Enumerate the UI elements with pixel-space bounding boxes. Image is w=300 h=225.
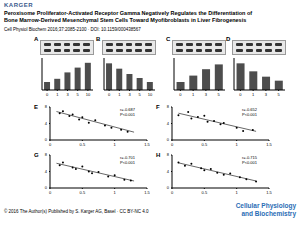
html-text:C: C: [166, 36, 171, 42]
html-text:E: E: [34, 104, 38, 110]
html-text:D: D: [226, 36, 231, 42]
html-text:P<0.001: P<0.001: [242, 112, 257, 117]
svg-text:0.5: 0.5: [80, 142, 86, 147]
svg-text:5: 5: [218, 92, 221, 97]
html-text:B: B: [96, 36, 101, 42]
html-text:A: A: [34, 36, 39, 42]
svg-text:4: 4: [167, 169, 170, 174]
svg-text:8: 8: [167, 104, 170, 109]
svg-text:1.5: 1.5: [266, 190, 272, 195]
svg-text:0.5: 0.5: [80, 190, 86, 195]
svg-text:3: 3: [205, 92, 208, 97]
html-text:r=-0.715: r=-0.715: [242, 155, 257, 160]
svg-text:0: 0: [45, 137, 48, 142]
svg-text:1.5: 1.5: [144, 190, 150, 195]
svg-text:1.5: 1.5: [144, 142, 150, 147]
svg-text:8: 8: [167, 152, 170, 157]
svg-text:0: 0: [45, 185, 48, 190]
svg-text:0: 0: [46, 92, 49, 97]
html-text:r=-0.652: r=-0.652: [242, 107, 257, 112]
svg-text:5: 5: [77, 92, 80, 97]
svg-text:10: 10: [86, 92, 91, 97]
html-text:Peroxisome Proliferator-Activa: Peroxisome Proliferator-Activated Recept…: [4, 10, 253, 23]
svg-text:0: 0: [108, 92, 111, 97]
html-text:Cellular Physiology: Cellular Physiology: [235, 202, 296, 209]
html-text:P<0.001: P<0.001: [120, 112, 135, 117]
svg-text:0: 0: [167, 185, 170, 190]
svg-text:1: 1: [236, 190, 239, 195]
html-text:G: G: [34, 152, 39, 158]
html-text:© 2016 The Author(s) Published: © 2016 The Author(s) Published by S. Kar…: [4, 209, 149, 214]
svg-text:1: 1: [118, 92, 121, 97]
html-text:r=-0.687: r=-0.687: [120, 107, 135, 112]
svg-text:5: 5: [278, 92, 281, 97]
svg-text:4: 4: [167, 121, 170, 126]
svg-text:0: 0: [179, 92, 182, 97]
svg-text:3: 3: [265, 92, 268, 97]
html-text:P<0.001: P<0.001: [242, 160, 257, 165]
svg-text:0: 0: [171, 142, 174, 147]
svg-text:0: 0: [49, 142, 52, 147]
html-text:P<0.001: P<0.001: [120, 160, 135, 165]
svg-text:8: 8: [45, 152, 48, 157]
svg-text:4: 4: [45, 169, 48, 174]
svg-text:0.5: 0.5: [202, 142, 208, 147]
html-text:Cell Physiol Biochem 2016;37:2: Cell Physiol Biochem 2016;37:2085-2100 ·…: [4, 27, 141, 32]
svg-text:4: 4: [45, 121, 48, 126]
svg-text:3: 3: [66, 92, 69, 97]
html-text:H: H: [156, 152, 161, 158]
svg-text:0: 0: [171, 190, 174, 195]
svg-text:1.5: 1.5: [266, 142, 272, 147]
svg-text:1: 1: [236, 142, 239, 147]
svg-text:5: 5: [139, 92, 142, 97]
svg-text:1: 1: [56, 92, 59, 97]
svg-text:0: 0: [49, 190, 52, 195]
svg-text:10: 10: [148, 92, 153, 97]
svg-text:1: 1: [114, 190, 117, 195]
html-text:and Biochemistry: and Biochemistry: [241, 210, 296, 217]
svg-text:3: 3: [128, 92, 131, 97]
html-text:KARGER: KARGER: [4, 2, 33, 8]
svg-text:0.5: 0.5: [202, 190, 208, 195]
svg-text:8: 8: [45, 104, 48, 109]
svg-text:1: 1: [114, 142, 117, 147]
html-text:F: F: [156, 104, 160, 110]
svg-text:1: 1: [192, 92, 195, 97]
svg-text:0: 0: [167, 137, 170, 142]
svg-text:0: 0: [239, 92, 242, 97]
html-text:r=-0.701: r=-0.701: [120, 155, 135, 160]
svg-text:1: 1: [252, 92, 255, 97]
